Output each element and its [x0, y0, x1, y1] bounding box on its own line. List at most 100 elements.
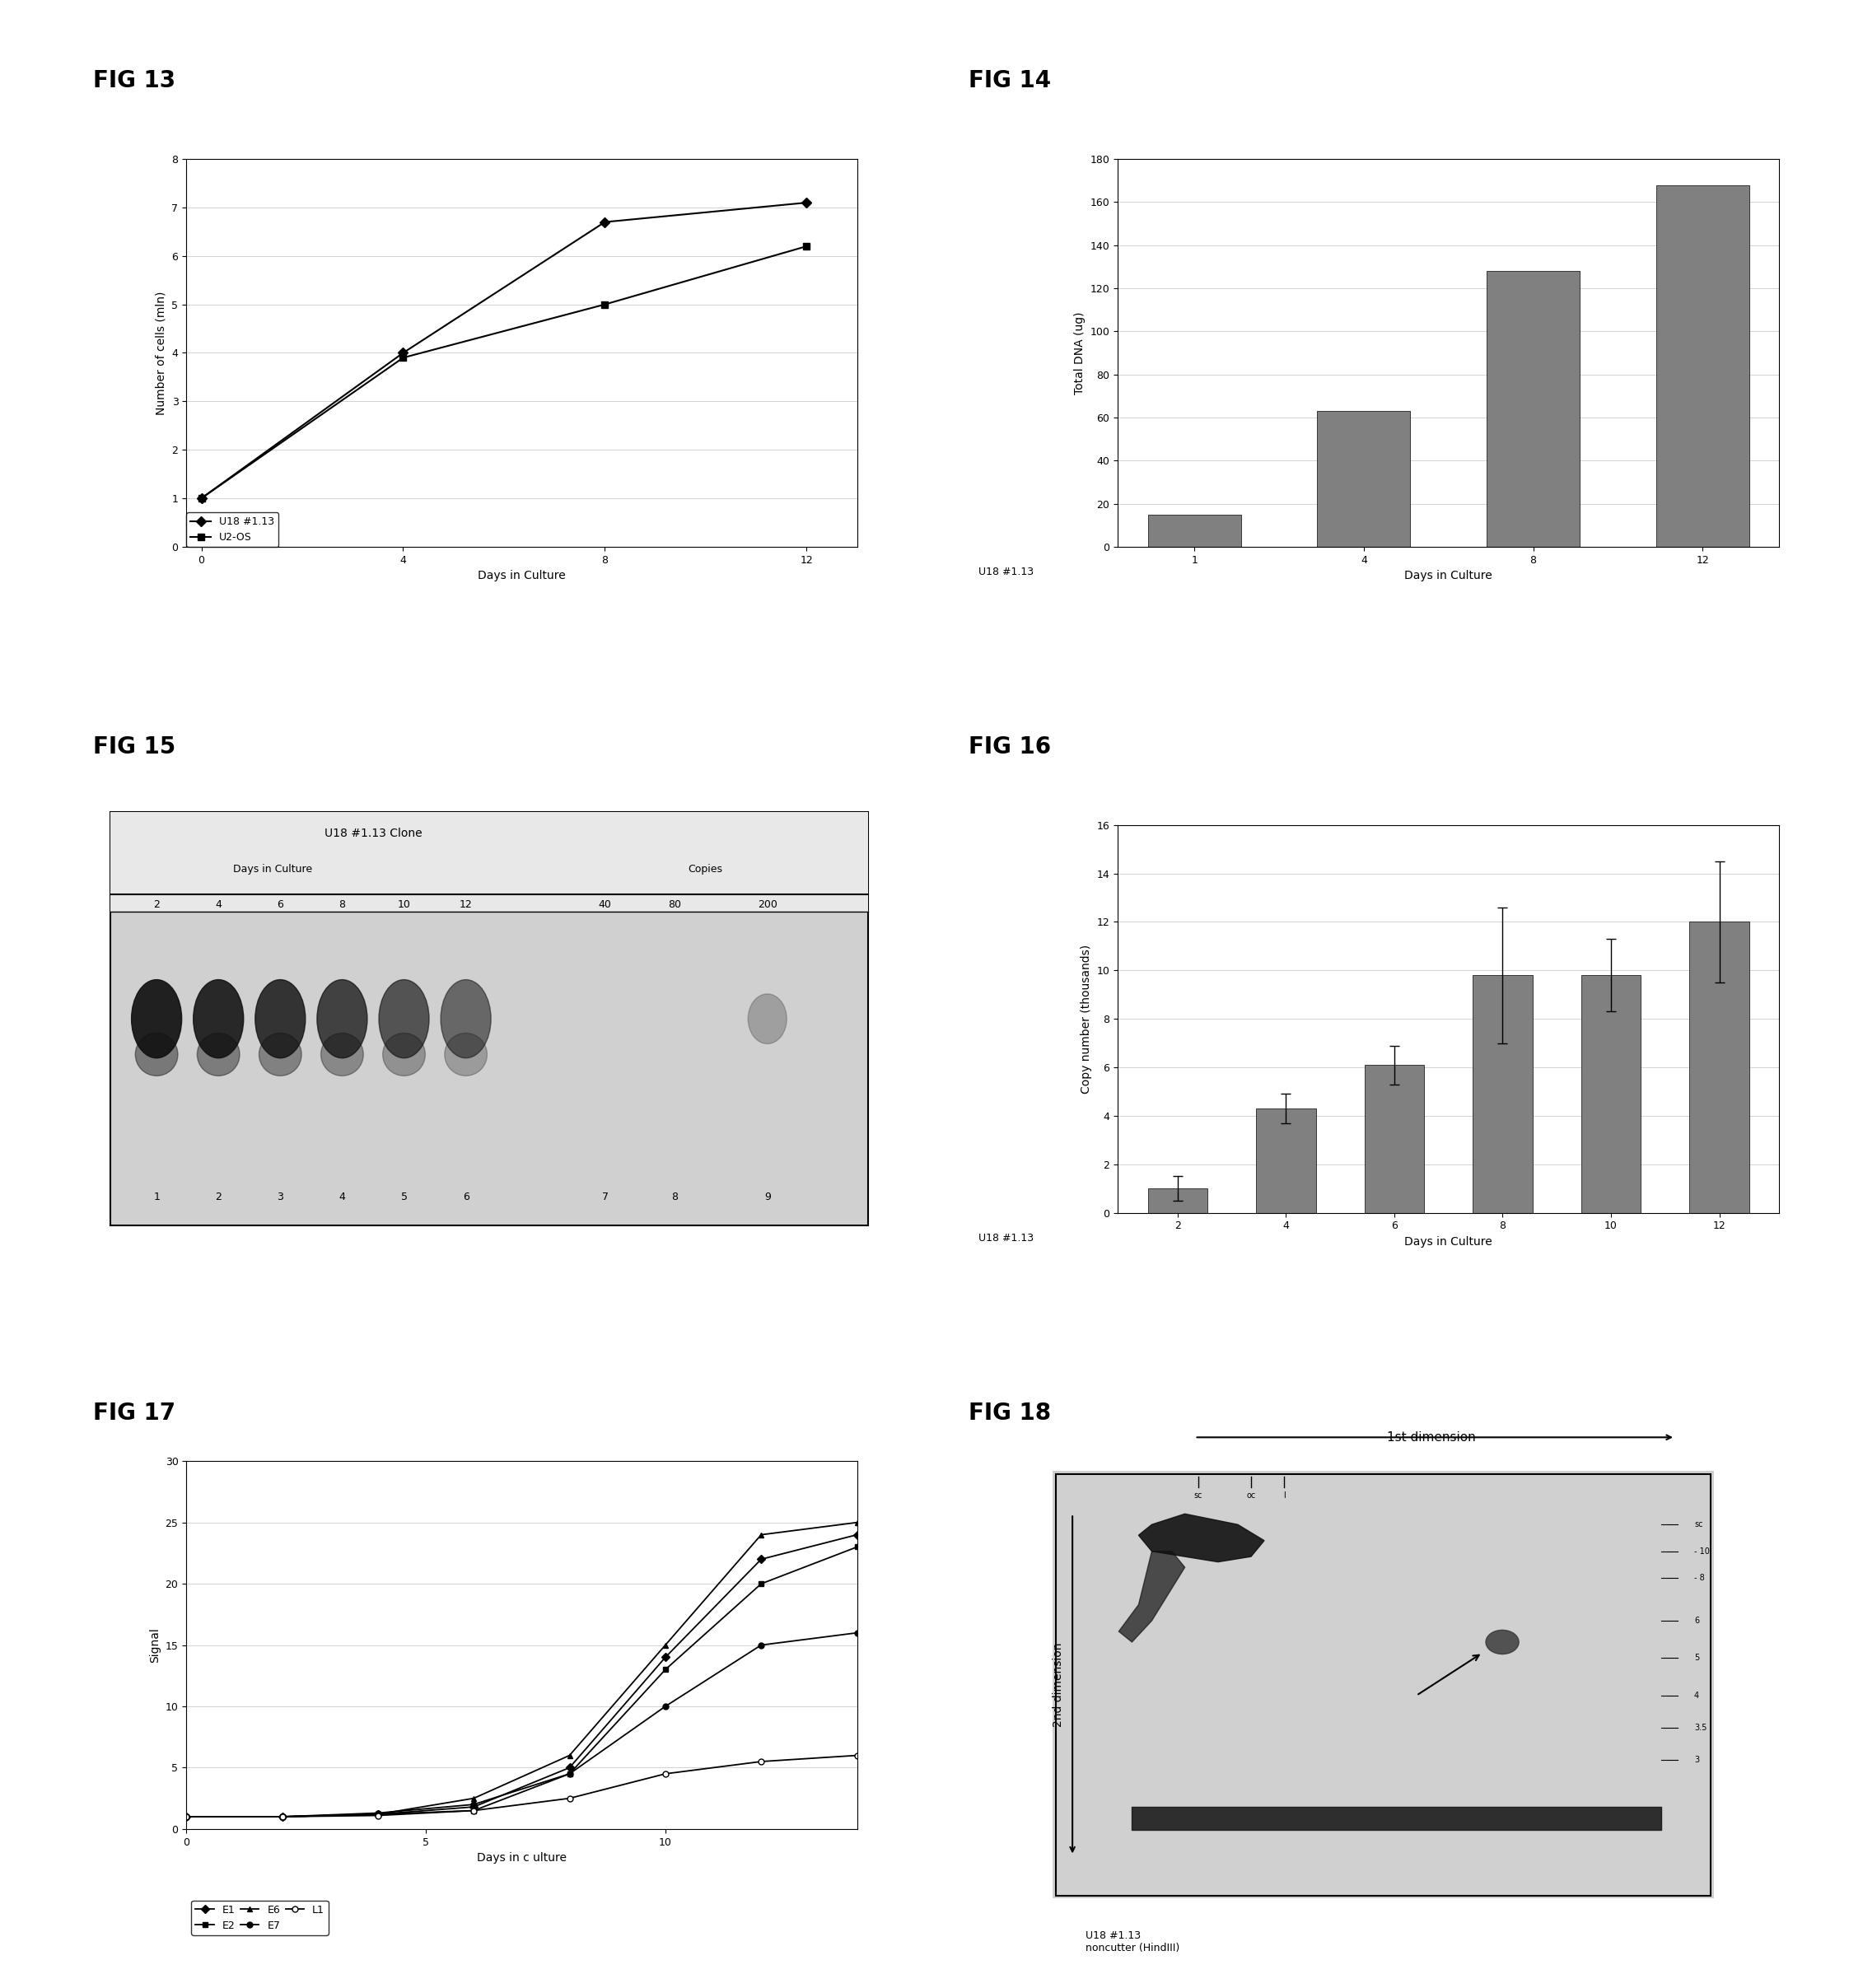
E2	[462, 1799, 484, 1823]
Bar	[1690, 922, 1749, 1213]
L1	[654, 1761, 676, 1785]
U2-OS	[796, 235, 818, 258]
FancyBboxPatch shape	[1053, 1471, 1714, 1899]
E2	[654, 1658, 676, 1682]
E7	[367, 1801, 389, 1825]
L1	[559, 1787, 581, 1811]
E6	[462, 1787, 484, 1811]
Text: U18 #1.13
noncutter (HindIII): U18 #1.13 noncutter (HindIII)	[1086, 1930, 1179, 1954]
Line: E2: E2	[183, 1545, 861, 1819]
E6	[654, 1634, 676, 1658]
E7	[175, 1805, 197, 1829]
Ellipse shape	[445, 1034, 486, 1076]
Text: 6: 6	[462, 1191, 469, 1203]
Text: Copies: Copies	[687, 865, 723, 875]
Ellipse shape	[259, 1034, 302, 1076]
Text: 6: 6	[278, 899, 283, 911]
Legend: E1, E2, E6, E7, L1: E1, E2, E6, E7, L1	[192, 1901, 328, 1934]
Text: 3: 3	[278, 1191, 283, 1203]
Legend: U18 #1.13, U2-OS: U18 #1.13, U2-OS	[186, 513, 279, 547]
Text: 7: 7	[602, 1191, 609, 1203]
Line: E1: E1	[183, 1533, 861, 1819]
U2-OS	[594, 292, 617, 316]
Text: oc: oc	[1246, 1491, 1256, 1499]
Text: U18 #1.13: U18 #1.13	[978, 1233, 1034, 1242]
E2	[846, 1535, 868, 1559]
E1	[270, 1805, 292, 1829]
Bar	[1474, 976, 1533, 1213]
Bar	[1317, 412, 1410, 547]
Text: l: l	[1284, 1491, 1285, 1499]
Ellipse shape	[320, 1034, 363, 1076]
Ellipse shape	[197, 1034, 240, 1076]
Text: 3.5: 3.5	[1693, 1724, 1707, 1732]
E2	[559, 1761, 581, 1785]
U18 #1.13	[594, 211, 617, 235]
Text: U18 #1.13 Clone: U18 #1.13 Clone	[324, 827, 421, 839]
E1	[175, 1805, 197, 1829]
Ellipse shape	[317, 980, 367, 1058]
Text: FIG 18: FIG 18	[969, 1402, 1051, 1425]
Bar	[1582, 976, 1641, 1213]
Line: U2-OS: U2-OS	[197, 243, 810, 501]
Y-axis label: Copy number (thousands): Copy number (thousands)	[1081, 944, 1092, 1093]
Text: 4: 4	[1693, 1692, 1699, 1700]
Text: 200: 200	[758, 899, 777, 911]
Text: 4: 4	[339, 1191, 345, 1203]
Bar	[1364, 1066, 1423, 1213]
E1	[846, 1523, 868, 1547]
E1	[559, 1755, 581, 1779]
Ellipse shape	[382, 1034, 425, 1076]
Line: L1: L1	[183, 1753, 861, 1819]
Ellipse shape	[749, 994, 786, 1044]
Text: 5: 5	[1693, 1654, 1699, 1662]
Bar	[1256, 1109, 1315, 1213]
Text: 3: 3	[1693, 1755, 1699, 1763]
E6	[846, 1511, 868, 1535]
Text: 8: 8	[671, 1191, 678, 1203]
Text: FIG 13: FIG 13	[93, 70, 175, 93]
Text: 5: 5	[401, 1191, 408, 1203]
Text: U18 #1.13: U18 #1.13	[978, 567, 1034, 577]
E6	[270, 1805, 292, 1829]
Text: 2nd dimension: 2nd dimension	[1053, 1642, 1064, 1728]
Ellipse shape	[255, 980, 306, 1058]
Ellipse shape	[1487, 1630, 1518, 1654]
Text: sc: sc	[1693, 1521, 1703, 1529]
Text: - 8: - 8	[1693, 1574, 1705, 1582]
Text: 6: 6	[1693, 1616, 1699, 1624]
Bar	[1148, 515, 1241, 547]
E7	[462, 1793, 484, 1817]
Text: 10: 10	[397, 899, 410, 911]
Text: 1: 1	[153, 1191, 160, 1203]
X-axis label: Days in Culture: Days in Culture	[477, 571, 566, 582]
E6	[559, 1743, 581, 1767]
L1	[462, 1799, 484, 1823]
U18 #1.13	[190, 487, 212, 511]
Ellipse shape	[378, 980, 428, 1058]
E2	[751, 1573, 773, 1596]
L1	[367, 1803, 389, 1827]
E1	[462, 1795, 484, 1819]
X-axis label: Days in Culture: Days in Culture	[1405, 571, 1492, 582]
Ellipse shape	[132, 980, 183, 1058]
E7	[751, 1634, 773, 1658]
U18 #1.13	[391, 342, 414, 366]
L1	[751, 1749, 773, 1773]
Text: 2: 2	[153, 899, 160, 911]
Text: FIG 14: FIG 14	[969, 70, 1051, 93]
Text: FIG 16: FIG 16	[969, 736, 1051, 759]
Text: 8: 8	[339, 899, 345, 911]
Polygon shape	[1118, 1551, 1185, 1642]
Text: 9: 9	[764, 1191, 771, 1203]
Y-axis label: Number of cells (mln): Number of cells (mln)	[156, 290, 168, 415]
E2	[175, 1805, 197, 1829]
L1	[270, 1805, 292, 1829]
Y-axis label: Total DNA (ug): Total DNA (ug)	[1075, 312, 1086, 394]
Polygon shape	[1138, 1515, 1265, 1563]
E7	[270, 1805, 292, 1829]
L1	[175, 1805, 197, 1829]
Text: 40: 40	[598, 899, 611, 911]
Text: 2: 2	[216, 1191, 222, 1203]
Line: E6: E6	[183, 1519, 861, 1819]
